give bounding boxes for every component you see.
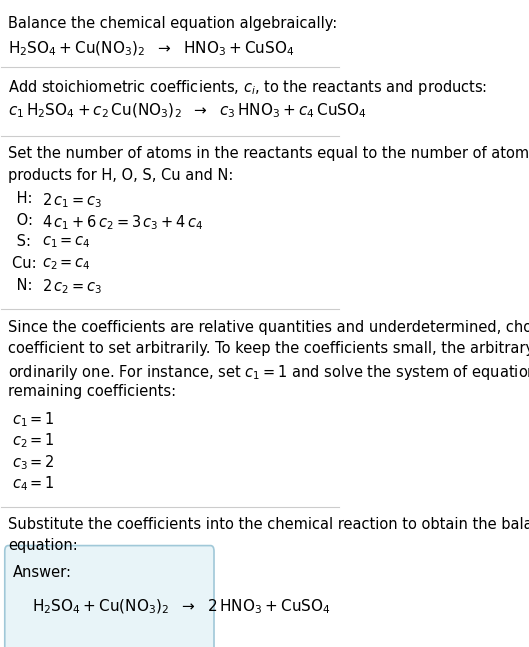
Text: Answer:: Answer: (13, 565, 72, 580)
Text: $c_3 = 2$: $c_3 = 2$ (12, 453, 54, 472)
Text: Substitute the coefficients into the chemical reaction to obtain the balanced: Substitute the coefficients into the che… (8, 517, 529, 532)
Text: Since the coefficients are relative quantities and underdetermined, choose a: Since the coefficients are relative quan… (8, 320, 529, 334)
Text: $\mathrm{H_2SO_4 + Cu(NO_3)_2}$  $\rightarrow$  $\mathrm{2\,HNO_3 + CuSO_4}$: $\mathrm{H_2SO_4 + Cu(NO_3)_2}$ $\righta… (32, 598, 331, 616)
Text: S:: S: (12, 234, 35, 250)
Text: $c_1\,\mathrm{H_2SO_4} + c_2\,\mathrm{Cu(NO_3)_2}$  $\rightarrow$  $c_3\,\mathrm: $c_1\,\mathrm{H_2SO_4} + c_2\,\mathrm{Cu… (8, 102, 367, 120)
Text: equation:: equation: (8, 538, 78, 553)
Text: O:: O: (12, 213, 37, 228)
Text: H:: H: (12, 192, 37, 206)
Text: $4\,c_1 + 6\,c_2 = 3\,c_3 + 4\,c_4$: $4\,c_1 + 6\,c_2 = 3\,c_3 + 4\,c_4$ (42, 213, 204, 232)
Text: $2\,c_1 = c_3$: $2\,c_1 = c_3$ (42, 192, 102, 210)
Text: $c_2 = 1$: $c_2 = 1$ (12, 432, 54, 450)
Text: Balance the chemical equation algebraically:: Balance the chemical equation algebraica… (8, 16, 338, 30)
Text: Set the number of atoms in the reactants equal to the number of atoms in the: Set the number of atoms in the reactants… (8, 146, 529, 161)
FancyBboxPatch shape (5, 545, 214, 647)
Text: $\mathrm{H_2SO_4 + Cu(NO_3)_2}$  $\rightarrow$  $\mathrm{HNO_3 + CuSO_4}$: $\mathrm{H_2SO_4 + Cu(NO_3)_2}$ $\righta… (8, 39, 295, 58)
Text: $c_1 = c_4$: $c_1 = c_4$ (42, 234, 91, 250)
Text: ordinarily one. For instance, set $c_1 = 1$ and solve the system of equations fo: ordinarily one. For instance, set $c_1 =… (8, 363, 529, 382)
Text: $2\,c_2 = c_3$: $2\,c_2 = c_3$ (42, 278, 102, 296)
Text: $c_1 = 1$: $c_1 = 1$ (12, 410, 54, 429)
Text: coefficient to set arbitrarily. To keep the coefficients small, the arbitrary va: coefficient to set arbitrarily. To keep … (8, 341, 529, 356)
Text: Cu:: Cu: (12, 256, 41, 271)
Text: $c_4 = 1$: $c_4 = 1$ (12, 475, 54, 494)
Text: Add stoichiometric coefficients, $c_i$, to the reactants and products:: Add stoichiometric coefficients, $c_i$, … (8, 78, 487, 96)
Text: remaining coefficients:: remaining coefficients: (8, 384, 176, 399)
Text: products for H, O, S, Cu and N:: products for H, O, S, Cu and N: (8, 168, 233, 182)
Text: N:: N: (12, 278, 37, 292)
Text: $c_2 = c_4$: $c_2 = c_4$ (42, 256, 91, 272)
